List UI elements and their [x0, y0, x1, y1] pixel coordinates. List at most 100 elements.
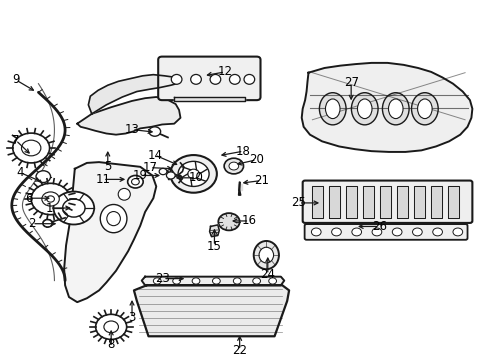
FancyBboxPatch shape [302, 181, 471, 223]
Text: 26: 26 [371, 220, 386, 233]
Text: 8: 8 [107, 338, 115, 351]
Text: 10: 10 [188, 171, 203, 184]
Text: 7: 7 [12, 134, 20, 147]
Ellipse shape [319, 93, 346, 125]
Circle shape [31, 183, 70, 215]
Ellipse shape [382, 93, 408, 125]
Circle shape [42, 192, 59, 206]
Text: 4: 4 [17, 166, 24, 179]
Ellipse shape [244, 75, 254, 84]
Circle shape [452, 228, 462, 236]
Ellipse shape [106, 212, 120, 226]
Polygon shape [413, 186, 424, 218]
Polygon shape [380, 186, 390, 218]
Polygon shape [396, 186, 407, 218]
Circle shape [166, 172, 175, 179]
Circle shape [172, 278, 180, 284]
Ellipse shape [417, 99, 431, 118]
Ellipse shape [171, 75, 182, 84]
Circle shape [351, 228, 361, 236]
Circle shape [43, 219, 52, 227]
Circle shape [268, 278, 276, 284]
Polygon shape [346, 186, 356, 218]
FancyBboxPatch shape [158, 57, 260, 100]
Text: 20: 20 [249, 153, 264, 166]
Ellipse shape [190, 75, 201, 84]
Polygon shape [209, 225, 219, 237]
Polygon shape [312, 186, 323, 218]
Circle shape [192, 278, 200, 284]
Circle shape [46, 196, 54, 202]
Circle shape [62, 199, 85, 217]
Circle shape [224, 158, 243, 174]
Text: 9: 9 [12, 73, 20, 86]
Text: 13: 13 [124, 123, 139, 136]
Text: 5: 5 [104, 160, 111, 173]
Polygon shape [430, 186, 441, 218]
Ellipse shape [210, 75, 220, 84]
Text: 24: 24 [260, 268, 275, 281]
Text: 14: 14 [147, 149, 162, 162]
Circle shape [371, 228, 381, 236]
Circle shape [228, 162, 238, 170]
Circle shape [412, 228, 421, 236]
Ellipse shape [387, 99, 402, 118]
Circle shape [233, 278, 241, 284]
Circle shape [53, 192, 94, 225]
Ellipse shape [411, 93, 437, 125]
Polygon shape [77, 97, 180, 135]
Ellipse shape [229, 75, 240, 84]
Polygon shape [134, 285, 288, 336]
Ellipse shape [325, 99, 339, 118]
Text: 15: 15 [206, 239, 222, 253]
Text: 6: 6 [25, 192, 32, 205]
Circle shape [170, 155, 216, 193]
Text: 12: 12 [217, 66, 232, 78]
Polygon shape [142, 277, 284, 285]
Polygon shape [363, 186, 373, 218]
Circle shape [127, 175, 143, 188]
Ellipse shape [100, 204, 127, 233]
Circle shape [218, 213, 239, 230]
Circle shape [178, 161, 209, 186]
Ellipse shape [259, 247, 273, 263]
Circle shape [149, 127, 160, 136]
Circle shape [331, 228, 341, 236]
Text: 16: 16 [242, 215, 256, 228]
Ellipse shape [351, 93, 377, 125]
Polygon shape [88, 75, 179, 114]
Circle shape [36, 171, 50, 183]
Circle shape [13, 133, 49, 163]
Circle shape [21, 140, 41, 156]
Text: 25: 25 [291, 197, 305, 210]
Polygon shape [447, 186, 458, 218]
Text: 11: 11 [95, 173, 110, 186]
Circle shape [212, 278, 220, 284]
Circle shape [252, 278, 260, 284]
Text: 1: 1 [46, 202, 53, 215]
Text: 18: 18 [236, 145, 250, 158]
Polygon shape [237, 184, 241, 190]
Circle shape [96, 314, 126, 339]
Text: 21: 21 [253, 174, 268, 187]
Ellipse shape [118, 188, 130, 200]
Circle shape [311, 228, 321, 236]
Text: 17: 17 [142, 161, 157, 174]
Circle shape [432, 228, 442, 236]
Circle shape [159, 168, 166, 175]
Circle shape [391, 228, 401, 236]
Text: 2: 2 [28, 217, 36, 230]
Text: 22: 22 [232, 344, 246, 357]
Ellipse shape [357, 99, 371, 118]
Text: 19: 19 [132, 169, 147, 182]
Polygon shape [301, 63, 471, 152]
Circle shape [187, 169, 199, 179]
Circle shape [153, 278, 161, 284]
Circle shape [131, 179, 139, 185]
Ellipse shape [253, 241, 278, 269]
Text: 23: 23 [155, 272, 170, 285]
FancyBboxPatch shape [304, 224, 467, 240]
Polygon shape [329, 186, 339, 218]
Polygon shape [174, 97, 244, 101]
Text: 27: 27 [343, 76, 358, 89]
